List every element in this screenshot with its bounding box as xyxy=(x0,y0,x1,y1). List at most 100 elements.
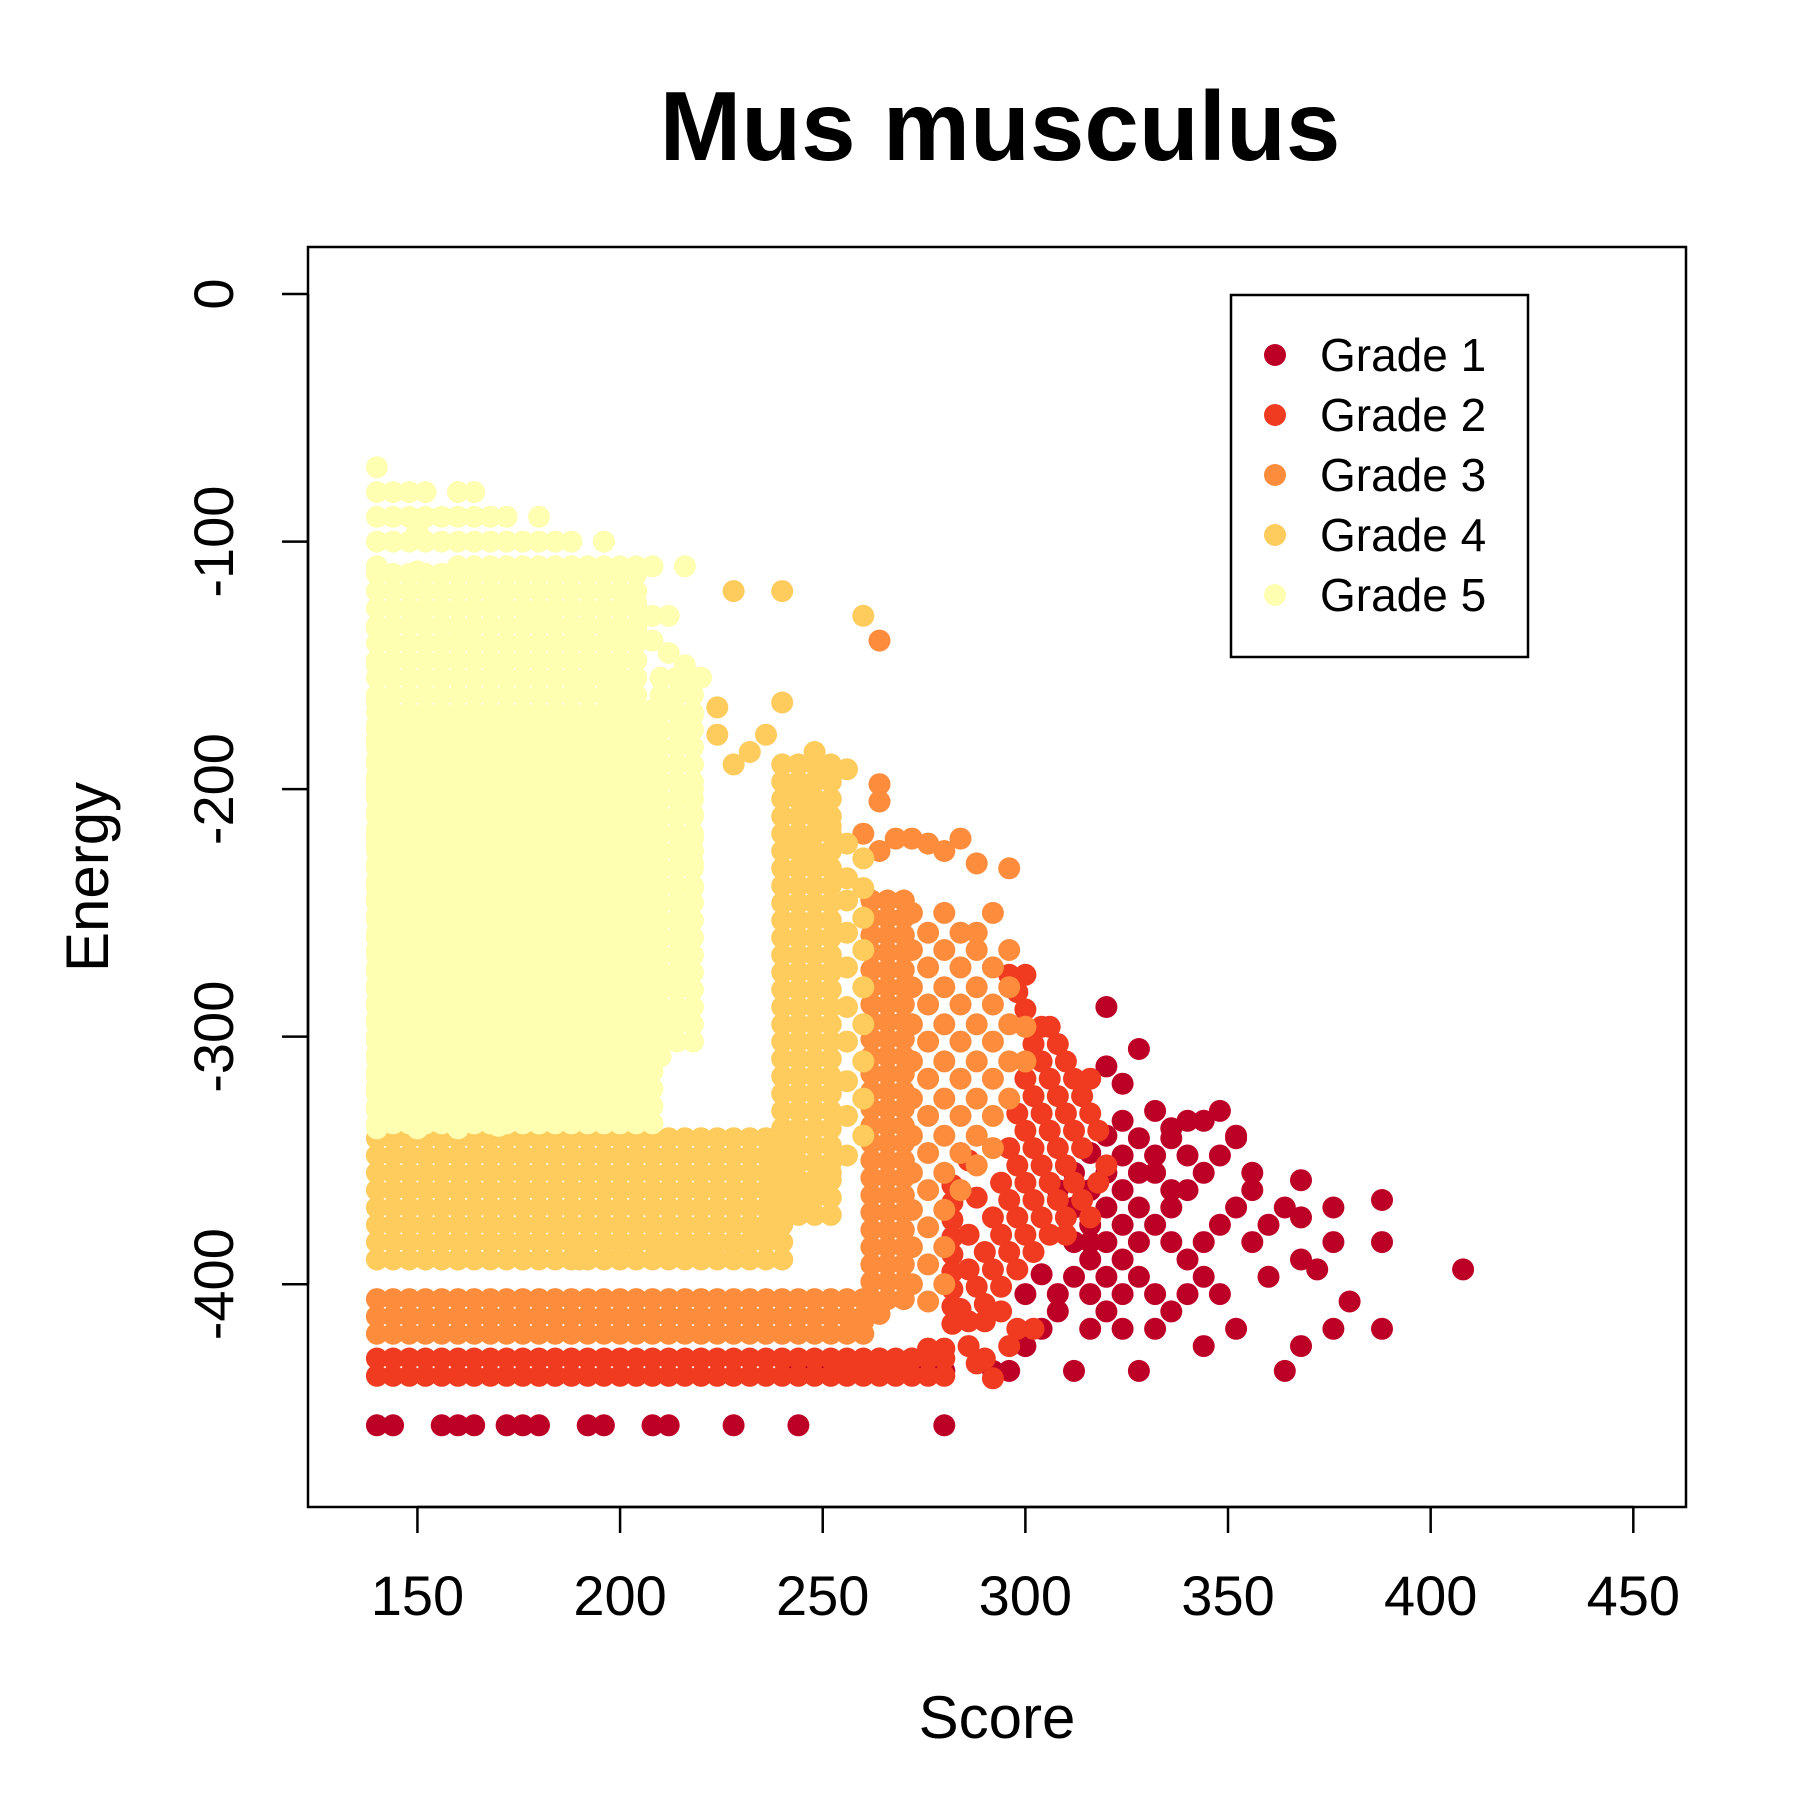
data-point xyxy=(1071,1137,1094,1160)
data-point xyxy=(576,1179,599,1202)
data-point xyxy=(560,1161,583,1184)
data-point xyxy=(430,701,453,724)
data-point xyxy=(479,684,502,707)
data-point xyxy=(641,1161,664,1184)
data-point xyxy=(463,1013,486,1036)
data-point xyxy=(560,1305,583,1328)
data-point xyxy=(479,1196,502,1219)
data-point xyxy=(876,924,899,947)
data-point xyxy=(463,874,486,897)
data-point xyxy=(511,1322,534,1345)
data-point xyxy=(625,996,648,1018)
data-point xyxy=(609,632,632,655)
data-point xyxy=(544,874,567,897)
data-point xyxy=(1127,1161,1150,1184)
data-point xyxy=(738,1305,761,1328)
data-point xyxy=(649,857,672,880)
data-point xyxy=(722,1288,745,1311)
data-point xyxy=(365,996,388,1018)
data-point xyxy=(544,736,567,758)
data-point xyxy=(657,1347,680,1370)
data-point xyxy=(495,978,518,1001)
data-point xyxy=(771,1099,794,1122)
data-point xyxy=(957,1223,980,1246)
data-point xyxy=(949,827,972,850)
data-point xyxy=(560,805,583,828)
data-point xyxy=(511,1161,534,1184)
data-point xyxy=(592,1065,615,1088)
data-point xyxy=(933,939,956,961)
data-point xyxy=(447,978,469,1001)
data-point xyxy=(860,1201,883,1224)
data-point xyxy=(609,718,632,741)
data-point xyxy=(544,892,567,914)
data-point xyxy=(787,1414,810,1437)
data-point xyxy=(803,1322,826,1345)
data-point xyxy=(463,978,486,1001)
data-point xyxy=(447,857,469,880)
data-point xyxy=(382,1196,405,1219)
data-point xyxy=(544,753,567,776)
data-point xyxy=(803,1047,826,1070)
data-point xyxy=(544,1364,567,1387)
data-point xyxy=(479,1047,502,1070)
data-point xyxy=(560,1231,583,1254)
data-point xyxy=(738,1288,761,1311)
data-point xyxy=(1046,1300,1069,1323)
data-point xyxy=(414,736,437,758)
data-point xyxy=(495,649,518,672)
data-point xyxy=(1079,1248,1102,1271)
data-point xyxy=(625,1231,648,1254)
data-point xyxy=(398,1179,421,1202)
data-point xyxy=(917,1216,940,1239)
data-point xyxy=(771,944,794,966)
data-point xyxy=(495,580,518,603)
data-point xyxy=(479,701,502,724)
data-point xyxy=(528,1082,550,1105)
data-point xyxy=(398,857,421,880)
data-point xyxy=(544,580,567,603)
data-point xyxy=(803,996,826,1018)
data-point xyxy=(365,788,388,810)
data-point xyxy=(365,944,388,966)
data-point xyxy=(447,1347,469,1370)
data-point xyxy=(771,857,794,880)
data-point xyxy=(787,857,810,880)
data-point xyxy=(690,1238,713,1261)
data-point xyxy=(544,684,567,707)
data-point xyxy=(819,1364,842,1387)
data-point xyxy=(495,632,518,655)
data-point xyxy=(398,1099,421,1122)
data-point xyxy=(495,1082,518,1105)
data-point xyxy=(981,993,1004,1016)
data-point xyxy=(819,944,842,966)
data-point xyxy=(528,978,550,1001)
data-point xyxy=(771,753,794,776)
data-point xyxy=(917,1142,940,1164)
data-point xyxy=(900,1050,923,1073)
data-point xyxy=(447,753,469,776)
data-point xyxy=(568,1248,591,1271)
plot-area xyxy=(365,456,1475,1437)
data-point xyxy=(365,684,388,707)
data-point xyxy=(722,1347,745,1370)
data-point xyxy=(787,1082,810,1105)
data-point xyxy=(544,1288,567,1311)
data-point xyxy=(365,1179,388,1202)
data-point xyxy=(803,1151,826,1174)
data-point xyxy=(495,1047,518,1070)
data-point xyxy=(1192,1265,1215,1288)
data-point xyxy=(803,1065,826,1088)
data-point xyxy=(495,562,518,585)
data-point xyxy=(463,840,486,862)
data-point xyxy=(447,926,469,949)
data-point xyxy=(673,679,696,702)
data-point xyxy=(787,827,810,850)
data-point xyxy=(463,614,486,637)
data-point xyxy=(365,1099,388,1122)
data-point xyxy=(528,649,550,672)
data-point xyxy=(1014,1067,1037,1090)
data-point xyxy=(447,718,469,741)
data-point xyxy=(609,874,632,897)
data-point xyxy=(803,892,826,914)
